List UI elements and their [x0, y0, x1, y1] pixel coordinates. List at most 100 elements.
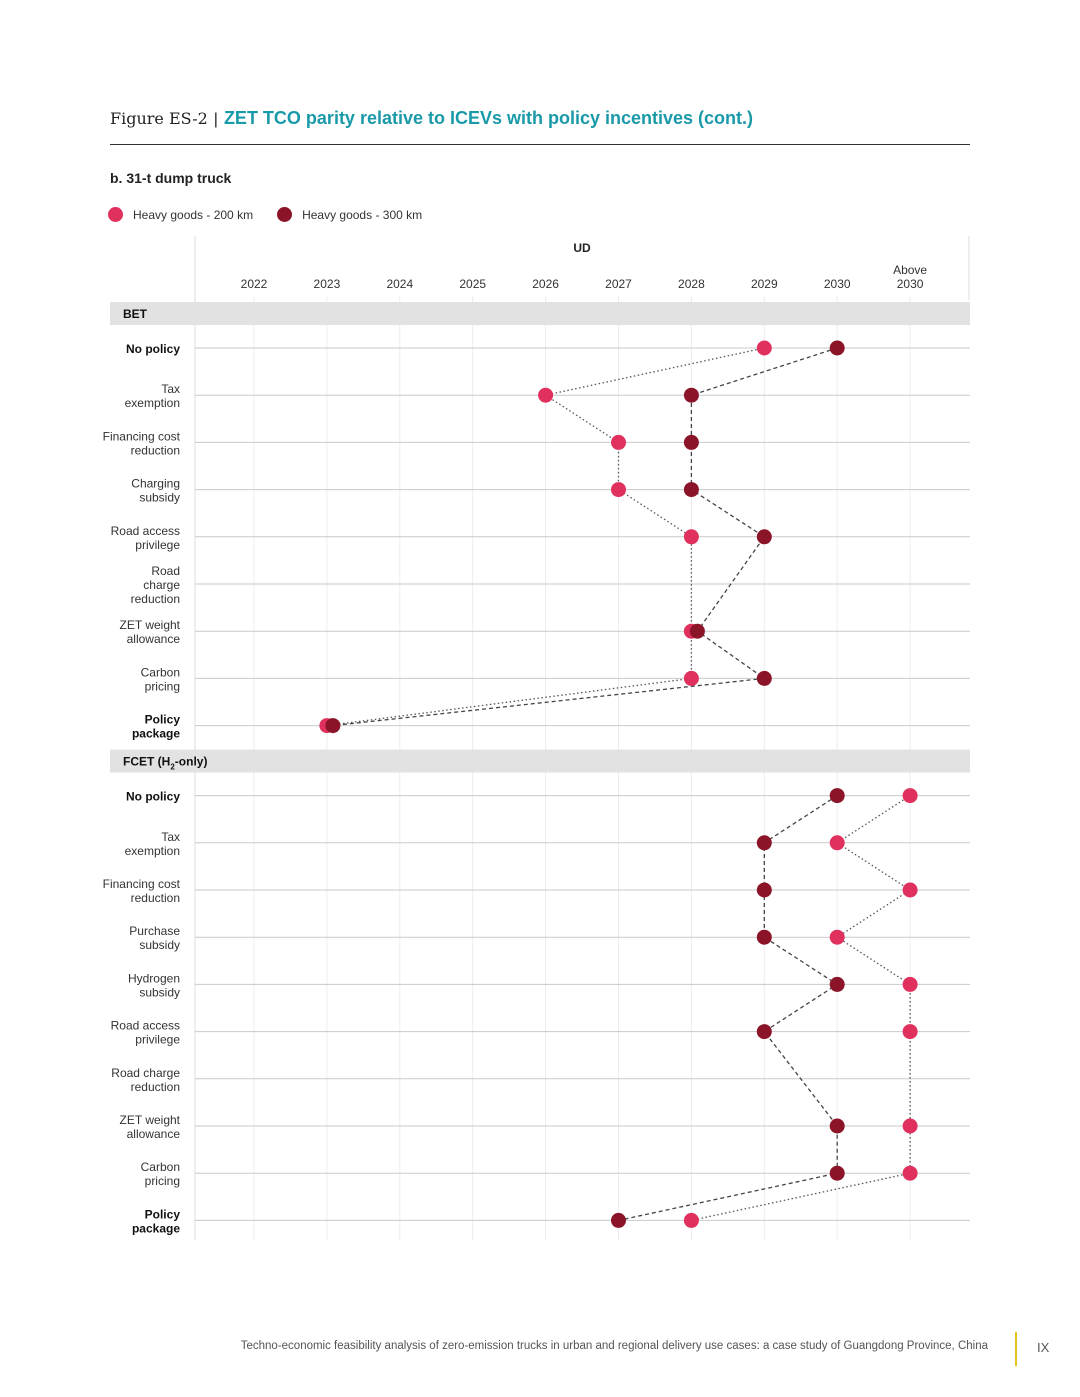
legend-marker-hg300 [277, 207, 293, 222]
row-label: Road access [111, 1019, 180, 1033]
marker-hg300 [756, 835, 772, 851]
row-label: reduction [131, 592, 180, 606]
marker-hg200 [902, 1118, 918, 1134]
section-header-band [110, 749, 970, 773]
figure-label: Figure ES-2 [110, 109, 208, 128]
marker-hg300 [756, 670, 772, 686]
x-tick-label: 2025 [459, 277, 486, 291]
x-tick-label: 2024 [386, 277, 413, 291]
marker-hg300 [756, 929, 772, 945]
row-label: subsidy [139, 491, 180, 505]
row-label: ZET weight [120, 1113, 181, 1127]
row-label: reduction [131, 1080, 180, 1094]
legend-item-hg300: Heavy goods - 300 km [277, 207, 422, 222]
marker-hg300 [829, 340, 845, 356]
row-label: Tax [161, 830, 180, 844]
row-label: Financing cost [103, 429, 181, 443]
row-label: No policy [126, 790, 180, 804]
footer-divider [1015, 1332, 1017, 1366]
marker-hg300 [756, 882, 772, 898]
row-label: allowance [127, 1127, 181, 1141]
row-label: Purchase [129, 924, 180, 938]
row-label: reduction [131, 443, 180, 457]
marker-hg300 [683, 434, 699, 450]
column-group-label: UD [573, 241, 591, 255]
row-label: charge [143, 578, 180, 592]
row-label: allowance [127, 632, 181, 646]
marker-hg200 [756, 340, 772, 356]
row-label: Charging [131, 477, 180, 491]
x-tick-label: 2028 [678, 277, 705, 291]
x-tick-label: 2022 [241, 277, 268, 291]
row-label: ZET weight [120, 618, 181, 632]
marker-hg300 [829, 976, 845, 992]
row-label: Policy [145, 1207, 181, 1221]
legend-item-hg200: Heavy goods - 200 km [108, 207, 253, 222]
series-connector-hg200 [691, 795, 912, 1222]
marker-hg300 [683, 482, 699, 498]
x-tick-label: 2029 [751, 277, 778, 291]
marker-hg300 [829, 1118, 845, 1134]
x-tick-label: Above [893, 263, 927, 277]
x-tick-label: 2027 [605, 277, 632, 291]
legend-marker-hg200 [108, 207, 123, 222]
x-tick-label: 2026 [532, 277, 559, 291]
row-label: exemption [125, 396, 180, 410]
row-label: Road charge [111, 1066, 180, 1080]
marker-hg200 [611, 482, 626, 498]
legend-label-hg200: Heavy goods - 200 km [133, 207, 254, 222]
row-label: Tax [161, 382, 180, 396]
row-label: Financing cost [103, 877, 181, 891]
row-label: Carbon [141, 1160, 180, 1174]
marker-hg200 [902, 976, 918, 992]
marker-hg200 [902, 1165, 918, 1181]
x-tick-label: 2023 [314, 277, 341, 291]
row-label: privilege [135, 1033, 180, 1047]
footer-text: Techno-economic feasibility analysis of … [240, 1340, 988, 1352]
section-header-band [110, 302, 970, 325]
legend-label-hg300: Heavy goods - 300 km [302, 207, 423, 222]
marker-hg200 [829, 835, 845, 851]
marker-hg300 [756, 529, 772, 545]
row-label: Policy [145, 713, 181, 727]
marker-hg300 [829, 788, 845, 804]
marker-hg200 [902, 788, 918, 804]
marker-hg200 [829, 929, 845, 945]
row-label: pricing [145, 1174, 180, 1188]
row-label: Hydrogen [128, 971, 180, 985]
row-label: package [132, 1221, 180, 1235]
marker-hg300 [689, 623, 705, 639]
marker-hg200 [902, 1024, 918, 1040]
marker-hg300 [829, 1165, 845, 1181]
series-connector-hg200 [326, 347, 765, 727]
row-label: subsidy [139, 938, 180, 952]
series-connector-hg300 [332, 347, 838, 727]
page-number: IX [1037, 1340, 1050, 1355]
marker-hg200 [902, 882, 918, 898]
section-header-label: BET [123, 307, 148, 321]
figure-header: Figure ES-2 | ZET TCO parity relative to I… [110, 108, 970, 145]
chart-subtitle: b. 31-t dump truck [110, 170, 232, 186]
marker-hg200 [683, 1212, 699, 1228]
x-tick-label: 2030 [824, 277, 851, 291]
row-label: reduction [131, 891, 180, 905]
row-label: exemption [125, 844, 180, 858]
marker-hg200 [611, 434, 626, 450]
row-label: subsidy [139, 985, 180, 999]
section-header-label: FCET (H2-only) [123, 755, 207, 772]
figure-separator: | [213, 111, 218, 128]
row-label: Road access [111, 524, 180, 538]
figure-title: ZET TCO parity relative to ICEVs with po… [223, 108, 754, 128]
marker-hg200 [683, 670, 699, 686]
series-connector-hg300 [618, 795, 839, 1222]
row-label: pricing [145, 679, 180, 693]
x-tick-label: 2030 [897, 277, 924, 291]
legend: Heavy goods - 200 km Heavy goods - 300 k… [108, 207, 446, 222]
row-label: Road [151, 564, 180, 578]
row-label: No policy [126, 342, 180, 356]
marker-hg200 [538, 387, 554, 403]
marker-hg300 [683, 387, 699, 403]
marker-hg300 [611, 1212, 626, 1228]
marker-hg200 [683, 529, 699, 545]
